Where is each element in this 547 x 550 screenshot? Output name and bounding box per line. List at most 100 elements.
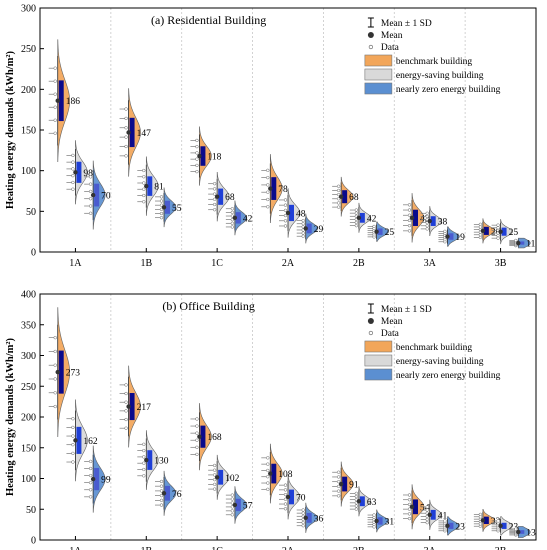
violin-shape (234, 486, 248, 524)
data-point (283, 492, 288, 497)
data-point (283, 198, 288, 202)
data-point (88, 189, 93, 194)
data-point (266, 487, 270, 491)
mean-marker (374, 518, 379, 524)
data-point (71, 451, 75, 456)
data-point (301, 218, 305, 223)
sd-bar (448, 522, 454, 529)
data-point (443, 229, 447, 233)
mean-value-label: 168 (207, 433, 222, 443)
mean-value-label: 11 (526, 240, 535, 250)
data-point (336, 475, 341, 479)
data-point (124, 409, 128, 413)
data-point (88, 182, 93, 186)
legend: Mean ± 1 SD Mean Data benchmark building ene… (364, 17, 501, 95)
data-point (124, 116, 128, 121)
data-point (425, 227, 429, 231)
data-point (354, 211, 359, 215)
y-tick-label: 300 (21, 4, 36, 15)
legend-mean-glyph (367, 32, 374, 38)
data-point (195, 438, 199, 442)
legend-label: Data (381, 329, 400, 339)
violin-shape (199, 403, 212, 471)
sd-bar (200, 425, 206, 448)
data-point (301, 520, 305, 525)
x-category-label: 3A (424, 546, 437, 550)
data-point (71, 174, 75, 178)
legend-label: Mean ± 1 SD (381, 305, 432, 315)
data-point (266, 462, 270, 466)
data-point (159, 211, 164, 216)
y-tick-label: 250 (21, 382, 36, 393)
data-point (71, 180, 75, 185)
data-point (53, 336, 57, 340)
data-point (159, 195, 164, 199)
data-point (159, 479, 164, 484)
mean-value-label: 98 (83, 169, 93, 179)
data-point (354, 491, 359, 496)
data-point (514, 238, 518, 243)
data-point (283, 224, 288, 228)
sd-bar (218, 188, 224, 205)
data-point (159, 484, 164, 488)
mean-marker (197, 153, 202, 159)
data-point (372, 224, 376, 229)
mean-marker (498, 229, 503, 234)
data-point (53, 349, 57, 354)
data-point (159, 203, 164, 207)
data-point (142, 200, 146, 204)
data-point (407, 493, 412, 497)
data-point (142, 187, 146, 191)
sd-bar (342, 190, 348, 204)
data-point (159, 216, 164, 220)
data-point (301, 234, 305, 238)
mean-marker (126, 404, 131, 409)
legend-label: Mean (381, 31, 403, 41)
sd-bar (448, 233, 454, 240)
sd-bar (147, 176, 153, 196)
data-point (496, 519, 500, 523)
violin-shape (447, 516, 460, 536)
data-point (124, 135, 128, 139)
legend-label: nearly zero energy building (396, 371, 501, 381)
data-point (266, 168, 270, 172)
sd-bar (306, 512, 312, 523)
mean-marker (498, 523, 503, 529)
data-point (195, 169, 199, 174)
data-point (425, 211, 429, 215)
sd-bar (501, 227, 507, 236)
data-point (336, 184, 341, 188)
mean-marker (445, 523, 450, 529)
data-point (336, 188, 341, 193)
legend-swatch (364, 54, 393, 67)
data-point (336, 480, 341, 484)
data-point (88, 488, 93, 492)
legend-label: energy-saving building (396, 71, 484, 81)
mean-value-label: 63 (367, 498, 377, 508)
x-category-label: 2B (353, 258, 365, 269)
mean-marker (214, 475, 220, 480)
data-point (142, 193, 146, 198)
sd-bar (235, 212, 241, 224)
mean-marker (232, 215, 238, 221)
mean-value-label: 130 (154, 457, 169, 467)
y-axis-title: Heating energy demands (kWh/m²) (5, 50, 16, 209)
data-point (212, 197, 217, 201)
legend-label: benchmark building (396, 57, 472, 67)
data-point (425, 214, 429, 219)
data-point (266, 190, 270, 194)
mean-value-label: 68 (349, 193, 359, 203)
mean-marker (480, 228, 486, 234)
data-point (53, 118, 57, 122)
data-point (212, 487, 217, 491)
data-point (195, 431, 199, 435)
violin-shape (517, 237, 531, 249)
legend-label: nearly zero energy building (396, 85, 501, 95)
x-category-label: 2A (282, 546, 295, 550)
legend-label: Mean (381, 317, 403, 327)
data-point (301, 511, 305, 515)
data-point (88, 211, 93, 215)
mean-value-label: 29 (314, 225, 324, 235)
data-point (336, 201, 341, 205)
x-category-label: 3B (495, 546, 507, 550)
